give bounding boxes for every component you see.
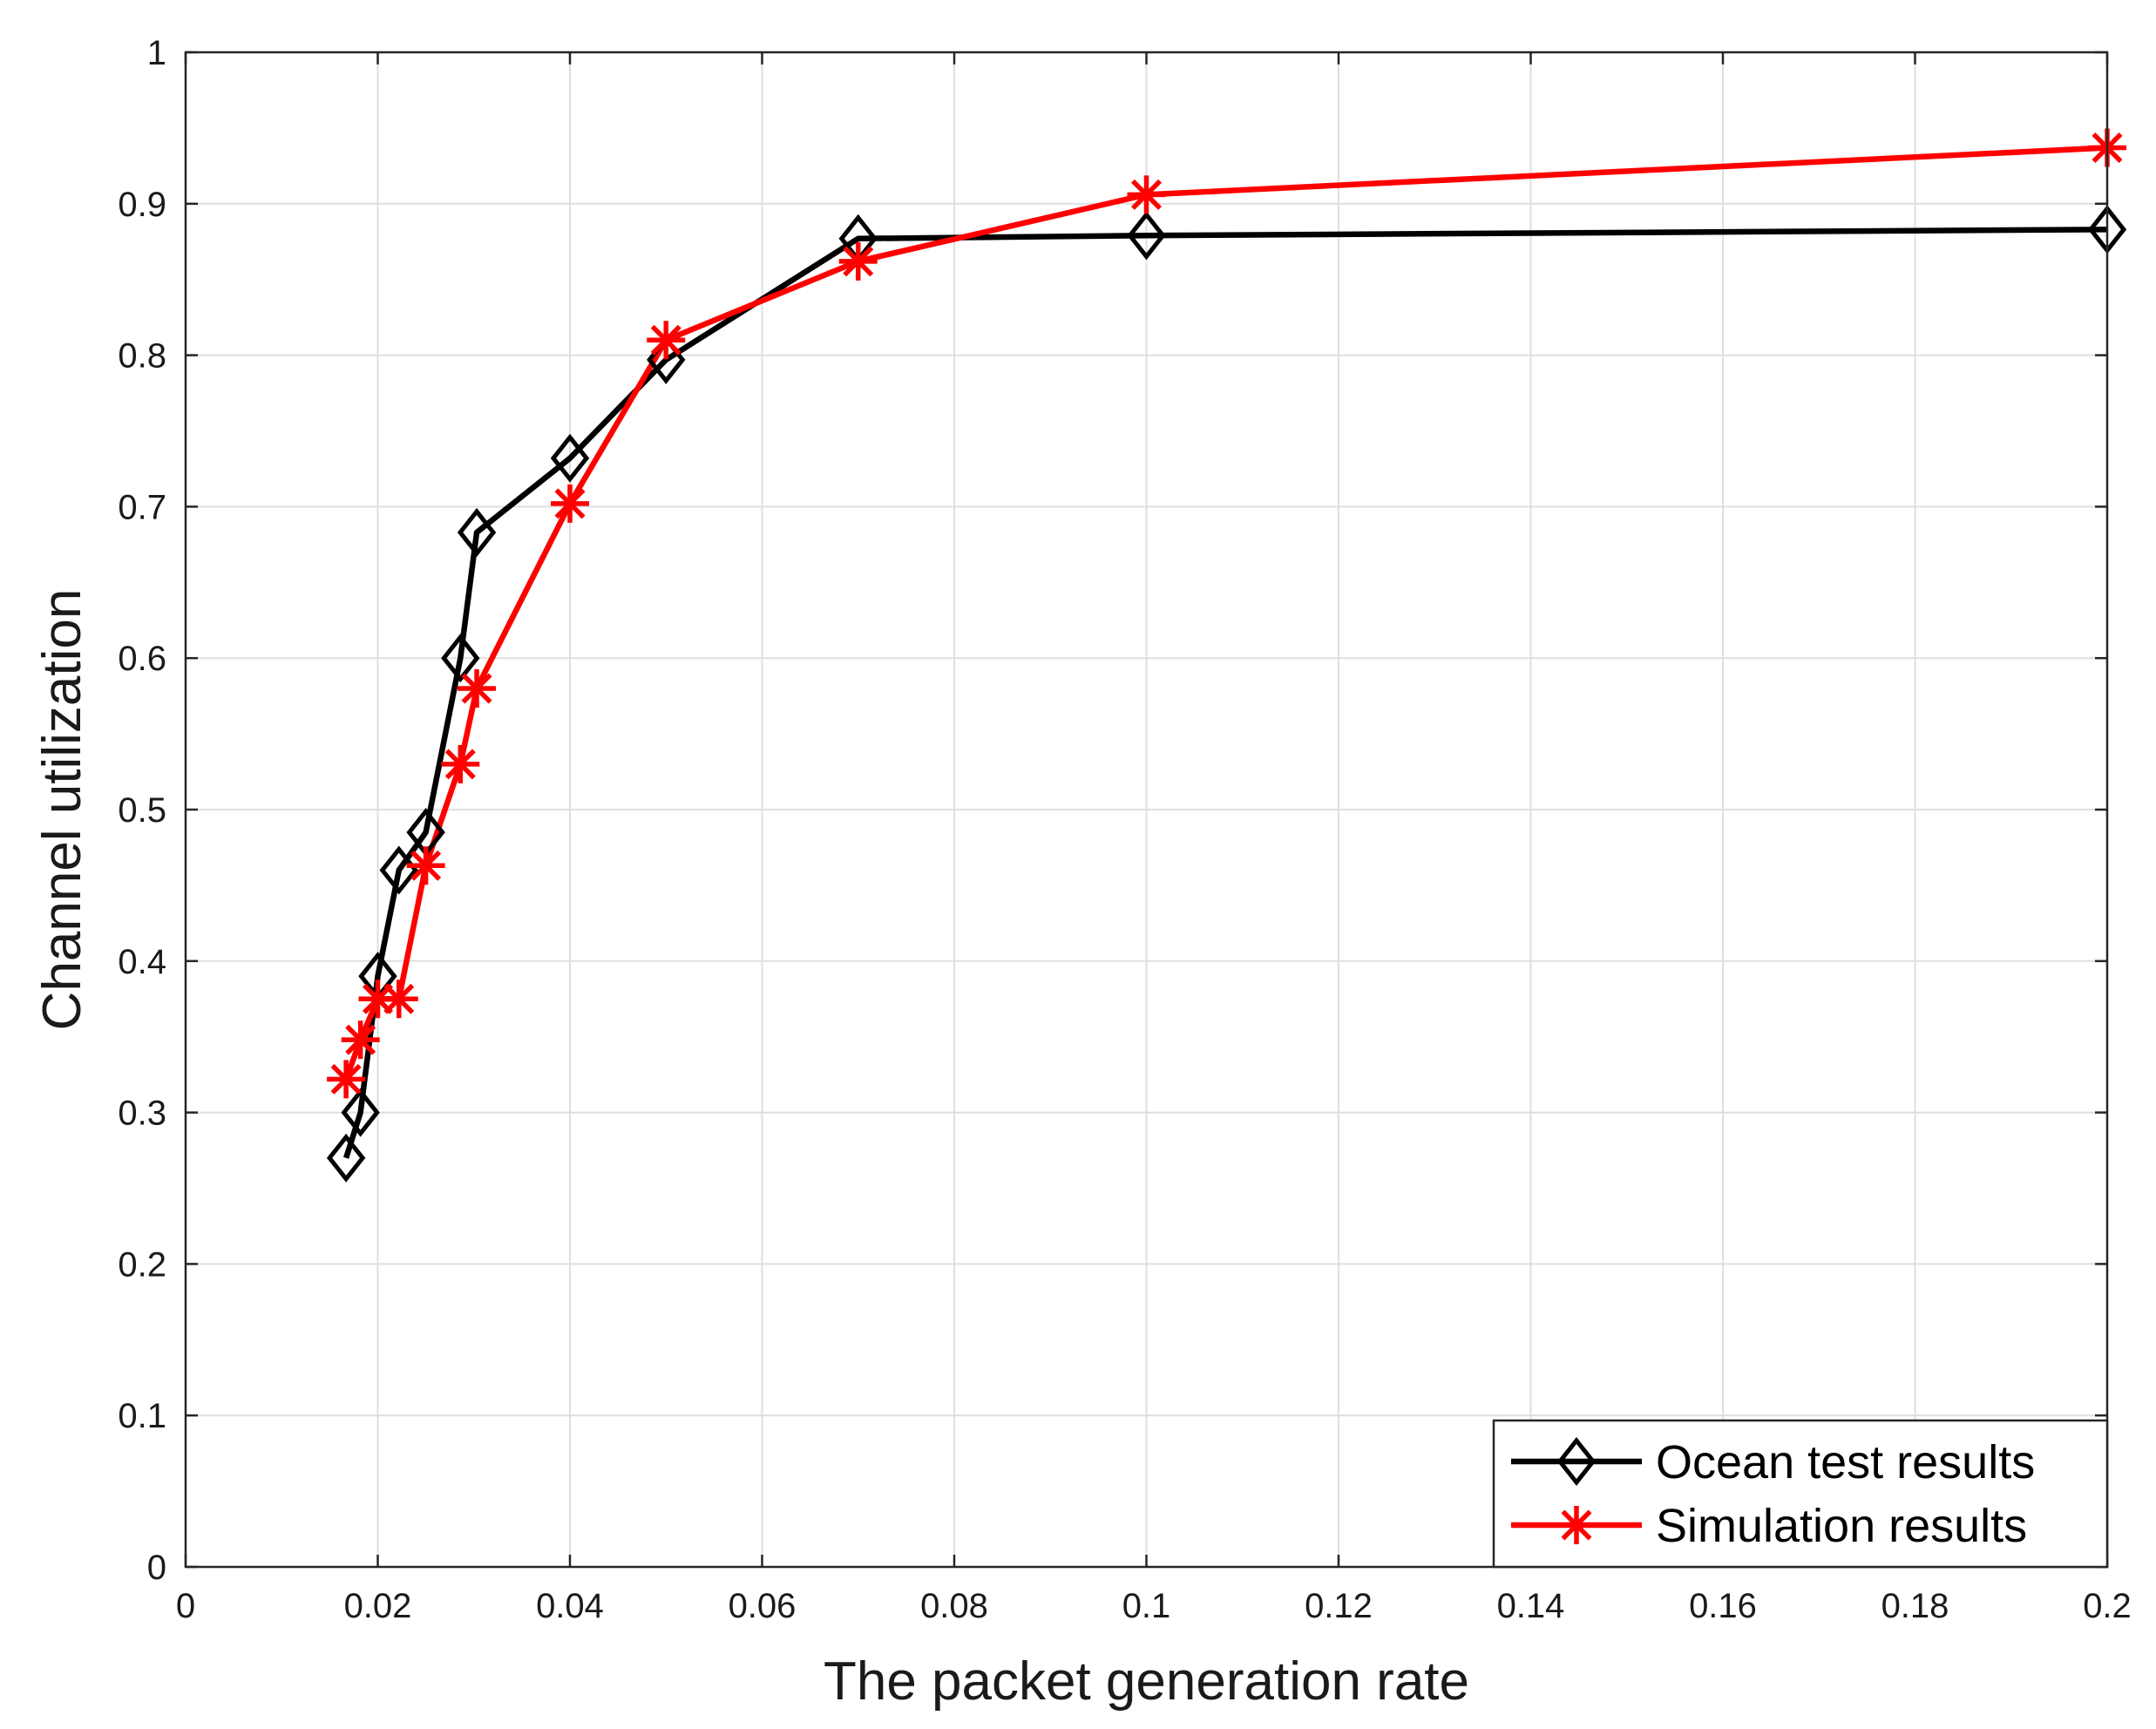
x-axis-ticks: 0 0.02 0.04 0.06 0.08 0.1 0.12 0.14 0.16 0.18 0.2: [176, 52, 2132, 1625]
data-point-series-1: [838, 241, 878, 281]
data-point-series-1: [327, 1060, 366, 1099]
x-tick-label: 0.04: [536, 1587, 604, 1625]
data-point-series-0: [341, 1088, 380, 1137]
data-point-series-1: [341, 1020, 380, 1060]
data-point-series-1: [647, 321, 686, 360]
x-tick-label: 0.08: [920, 1587, 988, 1625]
y-tick-label: 0.4: [118, 943, 166, 981]
legend-label: Simulation results: [1656, 1500, 2027, 1552]
data-point-series-0: [326, 1133, 366, 1183]
asterisk-stroke: [410, 850, 442, 881]
asterisk-stroke: [843, 246, 874, 277]
data-point-series-0: [441, 634, 480, 683]
y-tick-label: 0.9: [118, 186, 166, 224]
asterisk-stroke: [461, 673, 492, 704]
asterisk-stroke: [650, 324, 681, 356]
legend-entry: Simulation results: [1511, 1500, 2027, 1552]
data-point-series-0: [457, 507, 497, 557]
data-point-series-0: [550, 433, 590, 483]
data-point-series-0: [379, 845, 418, 895]
asterisk-stroke: [330, 1063, 362, 1095]
legend-entry: Ocean test results: [1511, 1436, 2035, 1488]
asterisk-stroke: [383, 983, 415, 1014]
x-tick-label: 0.2: [2083, 1587, 2132, 1625]
asterisk-stroke: [554, 488, 586, 519]
data-point-series-1: [406, 846, 445, 885]
legend-marker: [1557, 1506, 1596, 1544]
y-tick-label: 0.3: [118, 1095, 166, 1133]
legend-box: [1492, 1419, 2109, 1569]
x-tick-label: 0.14: [1497, 1587, 1565, 1625]
y-axis-label: Channel utilization: [32, 589, 92, 1031]
data-point-series-1: [1127, 175, 1166, 214]
x-tick-label: 0.12: [1305, 1587, 1373, 1625]
x-tick-label: 0.18: [1881, 1587, 1949, 1625]
asterisk-stroke: [1561, 1509, 1592, 1541]
x-tick-label: 0: [176, 1587, 195, 1625]
y-axis-ticks: 0 0.1 0.2 0.3 0.4 0.5 0.6 0.7 0.8 0.9 1: [118, 34, 2107, 1587]
y-tick-label: 0.8: [118, 337, 166, 376]
y-tick-label: 0.5: [118, 791, 166, 830]
x-tick-label: 0.06: [729, 1587, 797, 1625]
asterisk-stroke: [1130, 179, 1163, 210]
data-point-series-1: [379, 980, 418, 1019]
legend-label: Ocean test results: [1656, 1436, 2035, 1488]
y-tick-label: 0.6: [118, 640, 166, 678]
data-point-series-0: [1127, 211, 1166, 261]
x-tick-label: 0.1: [1122, 1587, 1171, 1625]
x-axis-label: The packet generation rate: [824, 1651, 1469, 1712]
asterisk-stroke: [345, 1024, 376, 1055]
data-point-series-1: [441, 744, 480, 783]
data-point-series-1: [458, 668, 497, 708]
y-tick-label: 1: [147, 34, 166, 72]
y-tick-label: 0: [147, 1549, 166, 1587]
asterisk-stroke: [444, 749, 476, 780]
data-point-series-1: [551, 484, 589, 523]
y-tick-label: 0.2: [118, 1245, 166, 1284]
x-tick-label: 0.02: [344, 1587, 412, 1625]
y-tick-label: 0.7: [118, 488, 166, 526]
y-tick-label: 0.1: [118, 1397, 166, 1435]
series-line-1: [343, 145, 2108, 1081]
legend: Ocean test results Simulation results: [1492, 1419, 2109, 1569]
legend-marker: [1556, 1436, 1597, 1487]
x-tick-label: 0.16: [1689, 1587, 1757, 1625]
